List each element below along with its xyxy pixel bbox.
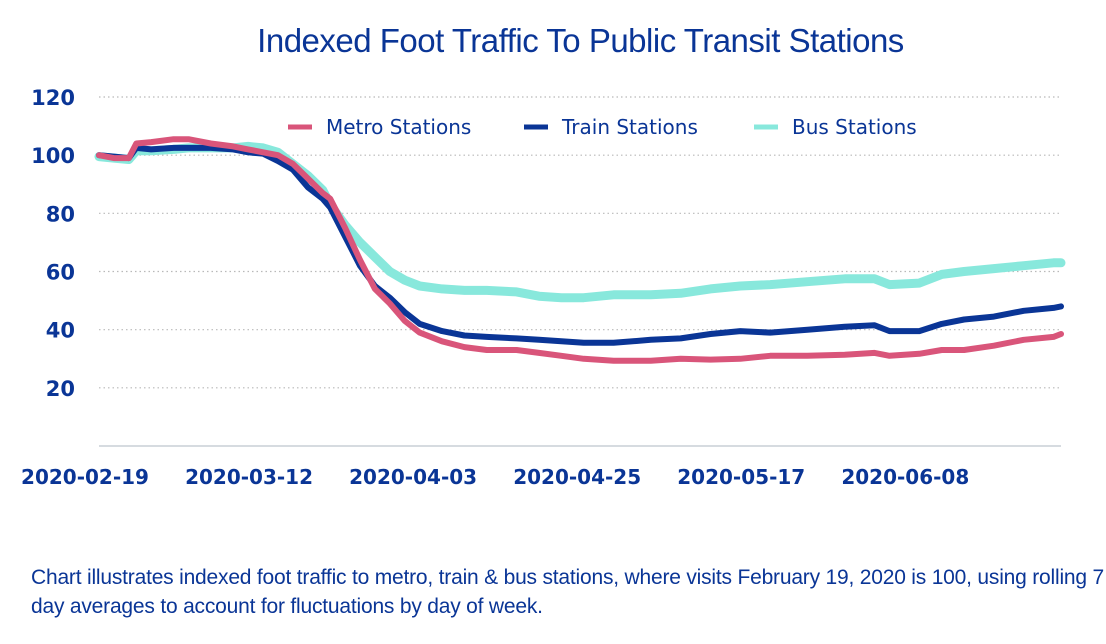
- x-tick-label: 2020-02-19: [21, 465, 149, 489]
- legend-label: Metro Stations: [326, 115, 471, 139]
- x-tick-label: 2020-06-08: [841, 465, 969, 489]
- series-line-bus-stations: [94, 141, 1066, 303]
- y-tick-label: 80: [46, 202, 75, 226]
- legend: Metro Stations Train Stations Bus Stations: [288, 115, 917, 139]
- x-tick-label: 2020-04-25: [513, 465, 641, 489]
- x-axis-ticks: 2020-02-19 2020-03-12 2020-04-03 2020-04-25…: [21, 465, 969, 489]
- chart-caption: Chart illustrates indexed foot traffic t…: [31, 566, 1104, 618]
- series-line-metro-stations: [96, 136, 1064, 364]
- series-line-train-stations: [96, 144, 1064, 346]
- x-tick-label: 2020-05-17: [677, 465, 805, 489]
- series-lines: [94, 136, 1066, 364]
- y-axis-ticks: 20 40 60 80 100 120: [31, 86, 75, 401]
- legend-label: Bus Stations: [792, 115, 917, 139]
- y-tick-label: 120: [31, 86, 75, 110]
- x-tick-label: 2020-03-12: [185, 465, 313, 489]
- x-tick-label: 2020-04-03: [349, 465, 477, 489]
- y-tick-label: 20: [46, 377, 75, 401]
- y-tick-label: 100: [31, 144, 75, 168]
- legend-label: Train Stations: [561, 115, 698, 139]
- y-tick-label: 40: [46, 319, 75, 343]
- y-tick-label: 60: [46, 261, 75, 285]
- chart-title: Indexed Foot Traffic To Public Transit S…: [257, 22, 904, 59]
